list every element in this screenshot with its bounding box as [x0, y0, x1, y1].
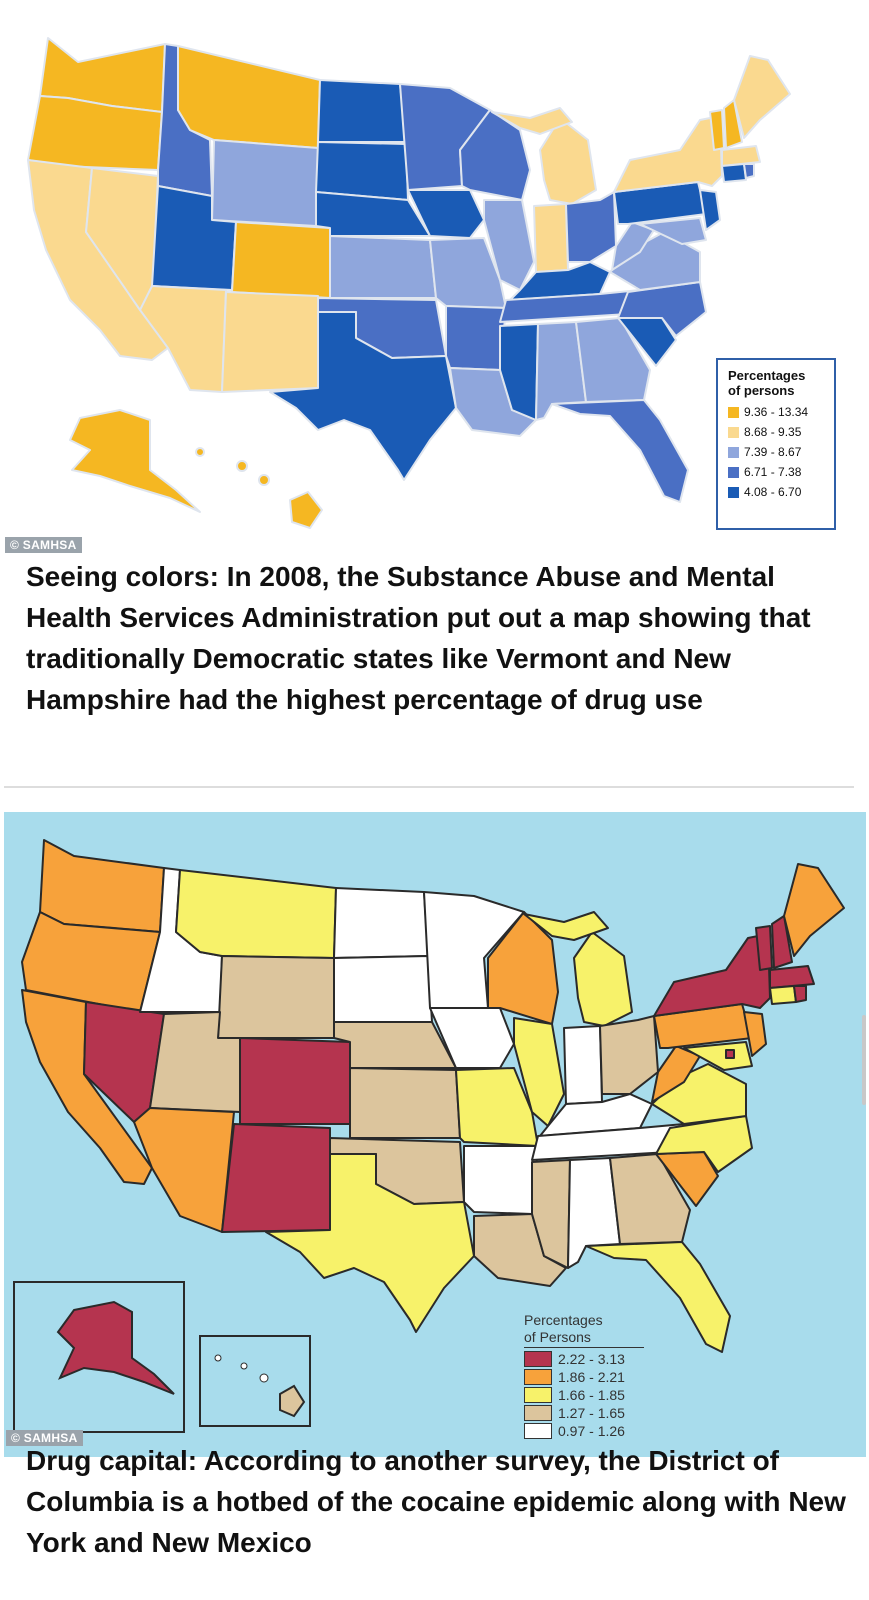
state-iowa	[407, 189, 485, 239]
state-maryland	[639, 217, 707, 245]
map1-legend-item: 4.08 - 6.70	[728, 482, 824, 502]
state-montana	[177, 45, 321, 149]
state-new-york	[653, 933, 771, 1017]
state-maryland	[683, 1041, 753, 1071]
state-massachusetts	[721, 145, 761, 167]
state-massachusetts	[769, 965, 815, 989]
state-west-virginia	[611, 221, 655, 271]
hawaii-inset-frame	[199, 1335, 311, 1427]
map2-legend-item: 0.97 - 1.26	[524, 1422, 724, 1440]
us-map-1	[27, 37, 791, 529]
state-montana	[175, 869, 337, 959]
state-georgia	[575, 317, 651, 403]
map2-credit: © SAMHSA	[6, 1430, 83, 1446]
alaska-inset-frame	[13, 1281, 185, 1433]
state-hawaii-island	[258, 474, 270, 486]
state-ohio	[599, 1015, 659, 1095]
state-dc	[725, 1049, 735, 1059]
state-colorado	[231, 221, 331, 299]
state-connecticut	[769, 985, 797, 1005]
state-washington	[39, 839, 165, 933]
state-indiana	[533, 203, 569, 273]
section-divider	[4, 786, 854, 788]
state-indiana	[563, 1025, 603, 1105]
map1-legend-item: 9.36 - 13.34	[728, 402, 824, 422]
state-mississippi	[531, 1159, 571, 1269]
map1-legend-title: Percentages of persons	[728, 368, 806, 398]
state-new-hampshire	[771, 915, 793, 969]
state-alaska	[56, 1300, 175, 1395]
state-new-mexico	[221, 1123, 331, 1233]
state-florida	[551, 399, 689, 503]
state-alaska	[69, 409, 201, 513]
state-mississippi	[499, 323, 539, 421]
state-hawaii	[289, 491, 323, 529]
scrollbar[interactable]	[862, 1015, 866, 1105]
map2-legend-item: 1.27 - 1.65	[524, 1404, 724, 1422]
map2-legend-item: 2.22 - 3.13	[524, 1350, 724, 1368]
state-new-mexico	[221, 291, 319, 393]
us-map-2	[13, 839, 845, 1433]
state-arizona	[133, 1107, 235, 1233]
map1-legend: Percentages of persons 9.36 - 13.34 8.68…	[716, 358, 836, 530]
state-new-jersey	[743, 1011, 767, 1057]
state-texas	[265, 1153, 475, 1333]
state-colorado	[239, 1037, 351, 1125]
state-rhode-island	[793, 985, 807, 1003]
state-new-york	[613, 115, 723, 193]
state-north-dakota	[317, 79, 407, 143]
map2-legend: Percentages of Persons 2.22 - 3.13 1.86 …	[524, 1312, 724, 1440]
state-connecticut	[721, 163, 747, 183]
state-south-dakota	[333, 955, 433, 1023]
map2-legend-item: 1.86 - 2.21	[524, 1368, 724, 1386]
state-hawaii-island	[195, 447, 205, 457]
drug-use-map-2008: Percentages of persons 9.36 - 13.34 8.68…	[0, 0, 869, 560]
state-arkansas	[445, 305, 507, 371]
state-georgia	[609, 1153, 691, 1245]
state-south-dakota	[315, 141, 409, 201]
map1-legend-item: 6.71 - 7.38	[728, 462, 824, 482]
state-arkansas	[463, 1145, 539, 1215]
map2-legend-title: Percentages of Persons	[524, 1312, 724, 1348]
cocaine-use-map: Percentages of Persons 2.22 - 3.13 1.86 …	[4, 812, 866, 1457]
state-rhode-island	[743, 163, 755, 179]
state-new-jersey	[699, 189, 721, 231]
state-texas	[269, 311, 457, 481]
state-north-dakota	[333, 887, 429, 959]
state-ohio	[565, 191, 617, 263]
state-hawaii	[279, 1384, 306, 1418]
state-florida	[585, 1241, 731, 1353]
state-nebraska	[333, 1021, 457, 1069]
state-hawaii-island	[236, 460, 248, 472]
state-maine	[783, 863, 845, 957]
map1-legend-item: 7.39 - 8.67	[728, 442, 824, 462]
state-kansas	[349, 1067, 461, 1139]
state-vermont	[709, 109, 725, 151]
map2-legend-item: 1.66 - 1.85	[524, 1386, 724, 1404]
state-maine	[733, 55, 791, 139]
map1-legend-item: 8.68 - 9.35	[728, 422, 824, 442]
map1-credit: © SAMHSA	[5, 537, 82, 553]
state-wyoming	[211, 139, 319, 227]
state-kansas	[329, 235, 437, 299]
state-hawaii-island	[240, 1362, 248, 1370]
state-michigan-upper	[491, 107, 573, 135]
state-west-virginia	[651, 1045, 701, 1103]
state-vermont	[755, 925, 773, 971]
state-michigan	[573, 931, 633, 1027]
caption-1: Seeing colors: In 2008, the Substance Ab…	[26, 561, 811, 715]
state-wyoming	[217, 955, 335, 1039]
state-new-hampshire	[723, 99, 743, 149]
state-hawaii-island	[214, 1354, 222, 1362]
state-arizona	[139, 285, 227, 393]
caption-2: Drug capital: According to another surve…	[26, 1445, 846, 1558]
state-hawaii-island	[259, 1373, 269, 1383]
state-michigan-upper	[523, 911, 609, 941]
